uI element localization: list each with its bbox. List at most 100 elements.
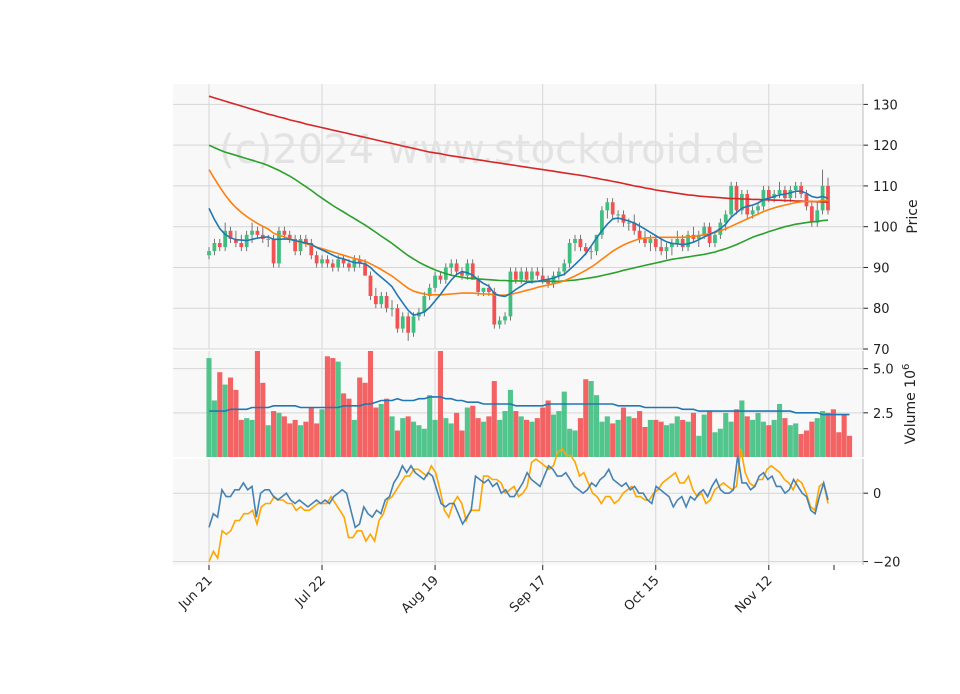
candle-body (336, 259, 341, 268)
volume-bar (653, 419, 659, 457)
candle-body (223, 230, 228, 248)
candle-body (212, 243, 217, 252)
volume-bar (540, 407, 546, 457)
volume-bar (610, 423, 616, 457)
candle-body (298, 238, 303, 252)
volume-bar (836, 432, 842, 457)
candle-body (648, 238, 653, 243)
candle-body (239, 243, 244, 248)
candle-body (470, 263, 475, 280)
volume-bar (470, 405, 476, 457)
candle-body (347, 263, 351, 268)
candle-body (653, 238, 658, 248)
candle-body (492, 291, 497, 325)
volume-bar (707, 411, 713, 457)
volume-bar (480, 421, 487, 457)
candle-body (207, 251, 211, 256)
volume-bar (712, 432, 718, 457)
volume-bar (400, 418, 406, 457)
volume-bar (502, 411, 508, 457)
volume-bar (776, 404, 783, 457)
x-axis-tick-label: Jun 21 (176, 573, 216, 613)
volume-axis-title: Volume 106 (901, 364, 919, 445)
volume-bar (766, 425, 772, 457)
volume-bar (717, 428, 723, 457)
volume-bar (244, 418, 250, 457)
candle-body (341, 259, 346, 264)
candle-body (680, 238, 685, 248)
volume-axis-title-exponent: 6 (901, 364, 912, 370)
candle-body (643, 238, 647, 243)
candle-body (217, 243, 222, 248)
volume-axis-tick-label: 5.0 (873, 363, 894, 378)
volume-bar (723, 412, 729, 457)
candle-body (487, 287, 491, 292)
volume-bar (577, 418, 583, 457)
volume-bar (211, 400, 217, 457)
volume-bar (217, 372, 223, 457)
volume-bar (324, 356, 330, 457)
volume-bar (593, 395, 600, 457)
volume-axis-title-base: Volume 10 (903, 370, 919, 444)
candle-body (793, 185, 798, 190)
volume-bar (534, 418, 540, 457)
candle-body (578, 238, 583, 248)
volume-bar (416, 425, 422, 457)
candle-body (320, 259, 324, 264)
volume-bar (513, 411, 519, 457)
candle-body (664, 247, 669, 252)
volume-bar (846, 435, 853, 457)
volume-bar (384, 398, 390, 457)
candle-body (556, 271, 561, 276)
candle-body (723, 214, 728, 223)
x-axis-tick-label: Oct 15 (621, 573, 662, 614)
x-axis-tick-label: Aug 19 (399, 573, 442, 616)
candle-body (309, 243, 314, 256)
volume-bar (357, 377, 363, 457)
volume-bar (276, 412, 282, 457)
volume-bar (604, 416, 610, 457)
volume-bar (233, 389, 239, 457)
volume-bar (351, 419, 357, 457)
volume-bar (750, 419, 756, 457)
volume-bar (491, 381, 497, 457)
candle-body (373, 296, 378, 305)
candle-body (815, 210, 820, 223)
volume-bar (825, 412, 831, 457)
volume-bar (464, 407, 470, 457)
volume-bar (841, 414, 847, 457)
price-axis-tick-label: 90 (873, 261, 890, 276)
volume-bar (685, 421, 691, 457)
candle-body (481, 287, 486, 292)
candle-body (433, 275, 437, 288)
candle-body (600, 210, 604, 235)
volume-bar (335, 361, 341, 457)
volume-bar (524, 419, 530, 457)
volume-bar (297, 425, 304, 457)
candle-body (330, 263, 335, 268)
oscillator-line-1 (208, 455, 829, 529)
volume-bar (287, 423, 293, 457)
volume-bar (271, 411, 277, 457)
ma-long-line (208, 144, 829, 283)
candle-body (530, 271, 534, 280)
volume-bar (744, 416, 750, 457)
watermark: (c)2024 www.stockdroid.de (219, 127, 765, 173)
candle-body (368, 275, 373, 296)
candle-body (632, 222, 637, 231)
price-axis-tick-label: 70 (873, 343, 890, 358)
candle-body (616, 214, 620, 216)
oscillator-line-2 (208, 447, 829, 562)
candle-body (255, 230, 260, 235)
candle-body (589, 251, 594, 253)
volume-bar (631, 418, 637, 457)
volume-bar (771, 419, 777, 457)
volume-bar (798, 434, 804, 457)
volume-bar (669, 423, 675, 457)
volume-bar (265, 425, 271, 457)
candle-body (422, 296, 427, 313)
price-axis-tick-label: 120 (873, 139, 898, 154)
volume-bar (637, 411, 643, 457)
volume-bar (437, 351, 444, 457)
